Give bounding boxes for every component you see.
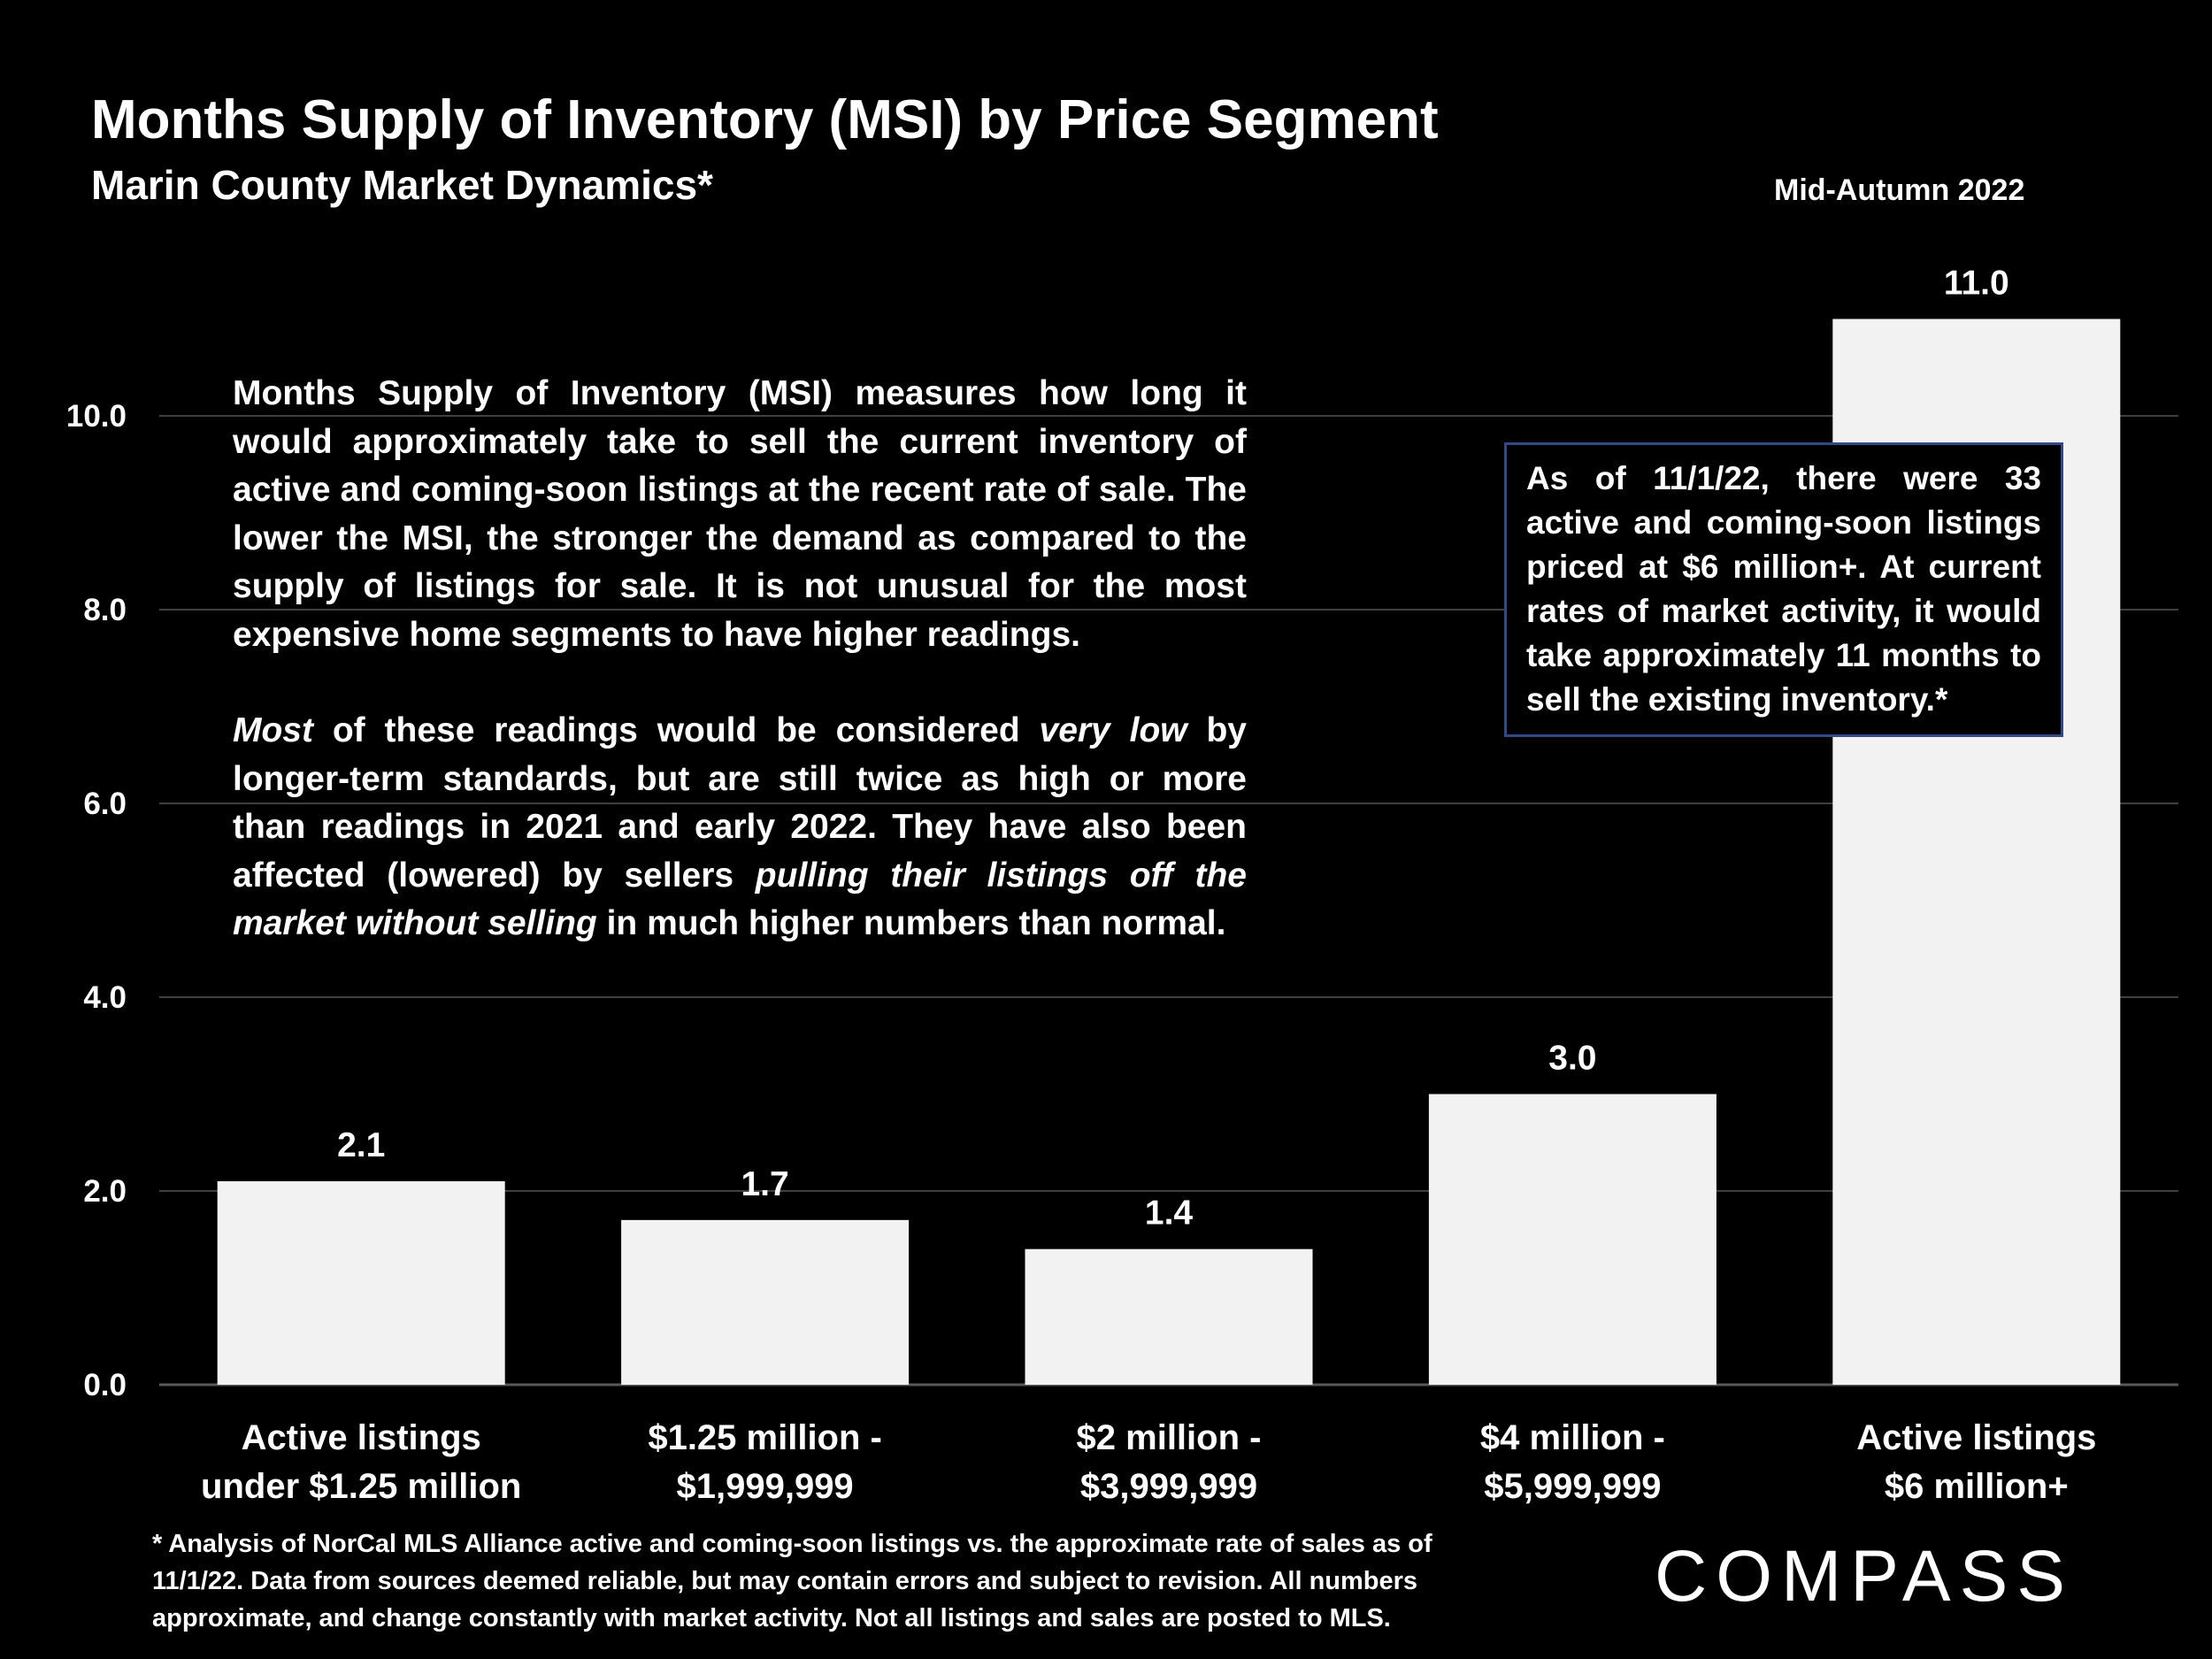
x-tick-label: $2 million - $3,999,999 [983,1414,1355,1511]
bar [621,1219,910,1385]
explanation-paragraph-2-part-c: in much higher numbers than normal. [596,904,1226,942]
explanation-paragraph-2: Most of these readings would be consider… [233,707,1247,949]
x-tick-label-line: Active listings [1856,1418,2097,1457]
emphasis-most: Most [233,711,313,749]
explanation-text: Months Supply of Inventory (MSI) measure… [233,370,1247,996]
bar [217,1181,505,1385]
x-tick-label-line: $6 million+ [1884,1467,2069,1506]
y-tick-label: 2.0 [83,1174,127,1209]
bar-value-label: 11.0 [1944,265,2009,303]
period-label: Mid-Autumn 2022 [1774,173,2025,207]
y-tick-label: 10.0 [66,399,127,434]
compass-logo: COMPASS [1655,1536,2074,1617]
y-tick-label: 0.0 [83,1368,127,1402]
bar-value-label: 2.1 [337,1126,385,1164]
x-tick-label: Active listings $6 million+ [1791,1414,2162,1511]
y-tick-label: 6.0 [83,787,127,821]
x-tick-label: $4 million - $5,999,999 [1386,1414,1758,1511]
bar [1428,1094,1717,1385]
callout-box: As of 11/1/22, there were 33 active and … [1504,442,2063,737]
bar-value-label: 3.0 [1548,1040,1596,1078]
x-tick-label: Active listings under $1.25 million [175,1414,547,1511]
bar-value-label: 1.4 [1145,1194,1194,1233]
chart-subtitle: Marin County Market Dynamics* [91,162,713,208]
bar-value-label: 1.7 [741,1165,788,1203]
emphasis-very-low: very low [1039,711,1187,749]
x-tick-label-line: under $1.25 million [201,1467,522,1506]
bar [1025,1248,1313,1385]
emphasis-pulling-listings: pulling their listings off the market wi… [233,856,1247,943]
x-tick-label-line: $2 million - [1076,1418,1262,1457]
explanation-paragraph-2-part-b: by longer-term standards, but are still … [233,711,1247,895]
chart-title: Months Supply of Inventory (MSI) by Pric… [91,89,1439,150]
footnote: * Analysis of NorCal MLS Alliance active… [152,1530,1432,1632]
x-tick-label: $1.25 million - $1,999,999 [580,1414,951,1511]
y-tick-label: 4.0 [83,980,127,1015]
explanation-paragraph-2-part-a: of these readings would be considered [313,711,1040,749]
x-tick-label-line: $1,999,999 [676,1467,854,1506]
x-tick-label-line: $4 million - [1479,1418,1665,1457]
x-tick-label-line: $5,999,999 [1484,1467,1662,1506]
x-tick-label-line: Active listings [241,1418,481,1457]
x-tick-label-line: $1.25 million - [648,1418,882,1457]
y-tick-label: 8.0 [83,593,127,627]
explanation-paragraph-1: Months Supply of Inventory (MSI) measure… [233,374,1247,654]
x-tick-label-line: $3,999,999 [1079,1467,1258,1506]
